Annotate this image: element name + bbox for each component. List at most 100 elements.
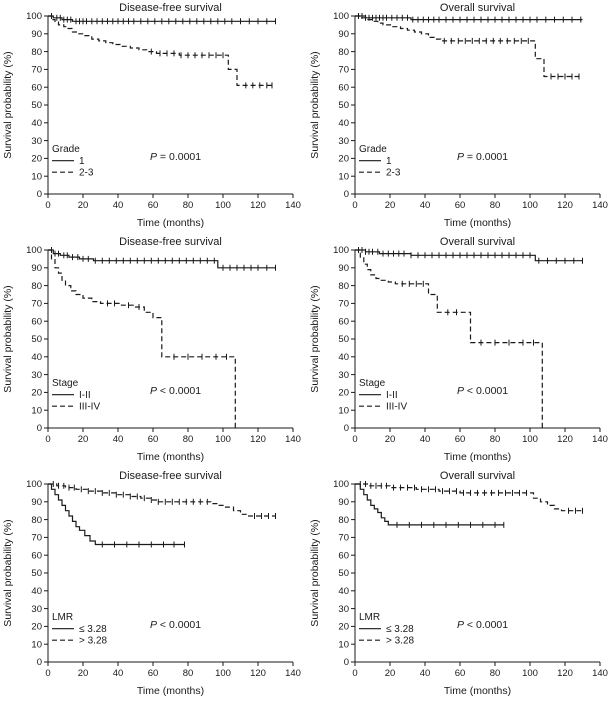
series-line-2 — [355, 15, 579, 78]
y-tick-label: 10 — [338, 405, 349, 416]
plot-title: Disease-free survival — [119, 470, 222, 482]
y-tick-label: 50 — [338, 334, 349, 345]
p-value-label: P < 0.0001 — [457, 385, 508, 397]
legend-label-1: I-II — [79, 390, 91, 401]
legend-title: LMR — [359, 612, 380, 623]
x-tick-label: 140 — [592, 200, 608, 211]
legend-label-2: > 3.28 — [79, 636, 108, 647]
y-tick-label: 80 — [31, 281, 42, 292]
legend-label-1: 1 — [79, 156, 85, 167]
y-tick-label: 0 — [344, 423, 349, 434]
p-value-label: P < 0.0001 — [457, 619, 508, 631]
x-axis-label: Time (months) — [137, 451, 204, 463]
y-tick-label: 60 — [31, 550, 42, 561]
x-tick-label: 120 — [557, 668, 573, 679]
x-tick-label: 120 — [557, 434, 573, 445]
y-tick-label: 30 — [338, 370, 349, 381]
series-line-1 — [355, 15, 583, 21]
y-tick-label: 60 — [338, 82, 349, 93]
x-tick-label: 40 — [113, 434, 124, 445]
plot-title: Overall survival — [440, 2, 515, 14]
x-tick-label: 0 — [352, 434, 357, 445]
y-tick-label: 90 — [31, 263, 42, 274]
x-tick-label: 80 — [183, 200, 194, 211]
chart-cell-dfs-lmr: 0 10 20 30 40 50 60 70 80 90 100 0 20 40 60 80 100 120 140… — [0, 468, 307, 702]
x-tick-label: 0 — [352, 200, 357, 211]
x-axis-label: Time (months) — [444, 451, 511, 463]
y-tick-label: 50 — [31, 334, 42, 345]
x-tick-label: 60 — [455, 668, 466, 679]
legend-title: Stage — [359, 378, 386, 389]
y-tick-label: 20 — [338, 388, 349, 399]
y-tick-label: 80 — [338, 515, 349, 526]
x-tick-label: 40 — [420, 434, 431, 445]
series-line-1 — [355, 249, 583, 262]
y-tick-label: 0 — [344, 189, 349, 200]
y-tick-label: 20 — [338, 622, 349, 633]
x-tick-label: 20 — [78, 434, 89, 445]
x-tick-label: 60 — [455, 200, 466, 211]
y-tick-label: 40 — [31, 352, 42, 363]
legend-title: Grade — [359, 144, 387, 155]
x-tick-label: 120 — [250, 434, 266, 445]
y-tick-label: 100 — [26, 479, 42, 490]
x-tick-label: 120 — [557, 200, 573, 211]
y-tick-label: 40 — [338, 118, 349, 129]
x-axis-label: Time (months) — [137, 217, 204, 229]
series-line-1 — [48, 249, 276, 269]
x-axis-label: Time (months) — [137, 685, 204, 697]
series-line-2 — [48, 483, 276, 517]
y-tick-label: 60 — [31, 82, 42, 93]
y-tick-label: 10 — [338, 639, 349, 650]
y-tick-label: 50 — [338, 568, 349, 579]
y-tick-label: 70 — [31, 533, 42, 544]
y-tick-label: 30 — [31, 136, 42, 147]
x-tick-label: 140 — [285, 200, 301, 211]
y-tick-label: 60 — [31, 316, 42, 327]
km-plot-dfs-grade: 0 10 20 30 40 50 60 70 80 90 100 0 20 40 60 80 100 120 140… — [2, 2, 301, 229]
legend-title: LMR — [52, 612, 73, 623]
legend-label-1: 1 — [386, 156, 392, 167]
y-axis-label: Survival probability (%) — [309, 51, 321, 158]
x-tick-label: 140 — [592, 434, 608, 445]
chart-cell-os-lmr: 0 10 20 30 40 50 60 70 80 90 100 0 20 40 60 80 100 120 140… — [307, 468, 614, 702]
plot-title: Overall survival — [440, 470, 515, 482]
y-tick-label: 80 — [31, 515, 42, 526]
x-tick-label: 80 — [183, 434, 194, 445]
y-tick-label: 10 — [338, 171, 349, 182]
x-tick-label: 100 — [215, 200, 231, 211]
x-tick-label: 20 — [78, 200, 89, 211]
km-plot-dfs-stage: 0 10 20 30 40 50 60 70 80 90 100 0 20 40 60 80 100 120 140… — [2, 236, 301, 463]
legend-label-2: III-IV — [79, 402, 100, 413]
x-tick-label: 140 — [592, 668, 608, 679]
legend-title: Stage — [52, 378, 79, 389]
x-tick-label: 0 — [45, 668, 50, 679]
series-line-1 — [48, 483, 185, 546]
y-tick-label: 0 — [37, 423, 42, 434]
x-tick-label: 140 — [285, 434, 301, 445]
x-tick-label: 0 — [45, 200, 50, 211]
chart-cell-dfs-grade: 0 10 20 30 40 50 60 70 80 90 100 0 20 40 60 80 100 120 140… — [0, 0, 307, 234]
y-tick-label: 90 — [338, 263, 349, 274]
x-tick-label: 0 — [45, 434, 50, 445]
y-tick-label: 70 — [338, 533, 349, 544]
x-tick-label: 20 — [385, 434, 396, 445]
y-tick-label: 30 — [338, 136, 349, 147]
y-tick-label: 100 — [26, 245, 42, 256]
y-tick-label: 20 — [31, 388, 42, 399]
x-axis-label: Time (months) — [444, 217, 511, 229]
x-tick-label: 120 — [250, 200, 266, 211]
y-tick-label: 40 — [31, 586, 42, 597]
p-value-label: P = 0.0001 — [457, 151, 508, 163]
series-line-1 — [355, 483, 504, 526]
y-tick-label: 10 — [31, 405, 42, 416]
y-axis-label: Survival probability (%) — [309, 519, 321, 626]
y-tick-label: 40 — [338, 352, 349, 363]
y-tick-label: 20 — [338, 154, 349, 165]
y-tick-label: 100 — [333, 11, 349, 22]
x-tick-label: 40 — [420, 200, 431, 211]
y-tick-label: 20 — [31, 622, 42, 633]
y-tick-label: 70 — [338, 299, 349, 310]
p-value-label: P = 0.0001 — [150, 151, 201, 163]
